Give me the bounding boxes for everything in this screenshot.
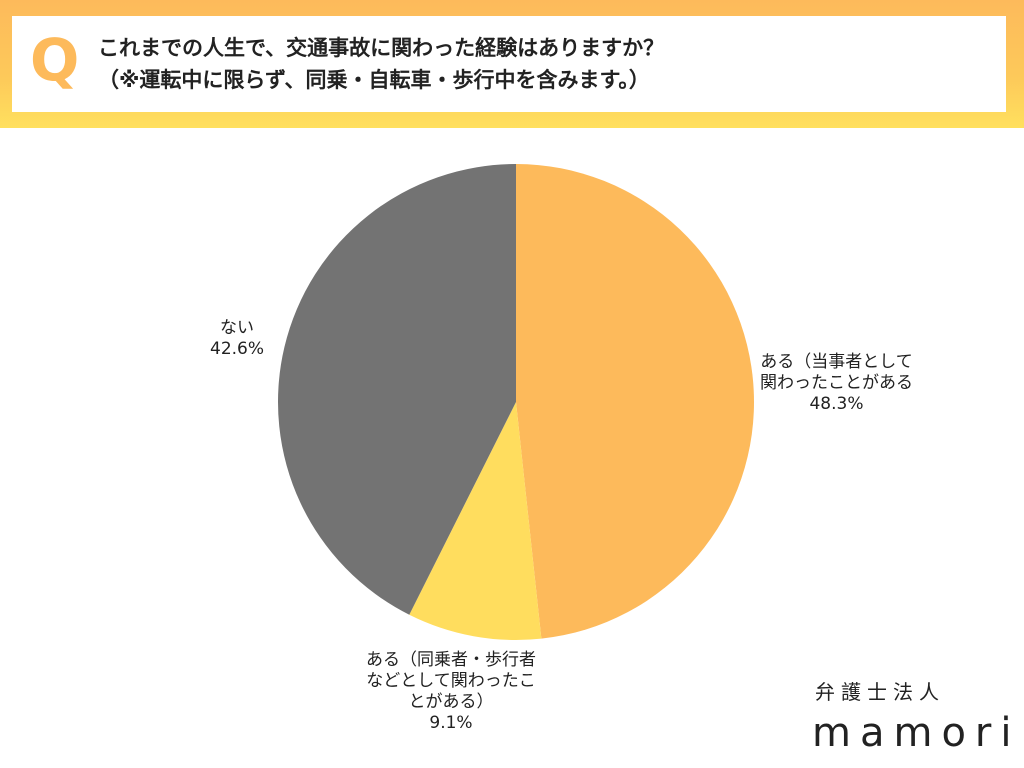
label-line: 関わったことがある (760, 373, 913, 393)
label-slice-0: ある（当事者として 関わったことがある 48.3% (760, 352, 913, 415)
label-slice-1: ある（同乗者・歩行者 などとして関わったこ とがある） 9.1% (366, 650, 536, 734)
logo-wordmark: mamori (812, 710, 1021, 756)
value-label: 9.1% (429, 713, 473, 733)
value-label: 48.3% (809, 394, 864, 414)
question-line-1: これまでの人生で、交通事故に関わった経験はありますか？ (98, 36, 665, 60)
pie-slice-0 (516, 164, 755, 639)
label-line: ない (220, 318, 254, 338)
q-icon: Q (30, 26, 80, 94)
pie-slice-2 (277, 164, 516, 615)
label-line: などとして関わったこ (366, 671, 536, 691)
question-box (12, 16, 1006, 112)
label-line: とがある） (408, 692, 494, 712)
value-label: 42.6% (210, 339, 265, 359)
logo-subtitle: 弁護士法人 (815, 680, 945, 704)
label-slice-2: ない 42.6% (210, 318, 264, 360)
question-line-2: （※運転中に限らず、同乗・自転車・歩行中を含みます。） (98, 68, 650, 92)
label-line: ある（同乗者・歩行者 (366, 650, 536, 670)
pie-slice-1 (409, 402, 542, 640)
label-line: ある（当事者として (760, 352, 913, 372)
